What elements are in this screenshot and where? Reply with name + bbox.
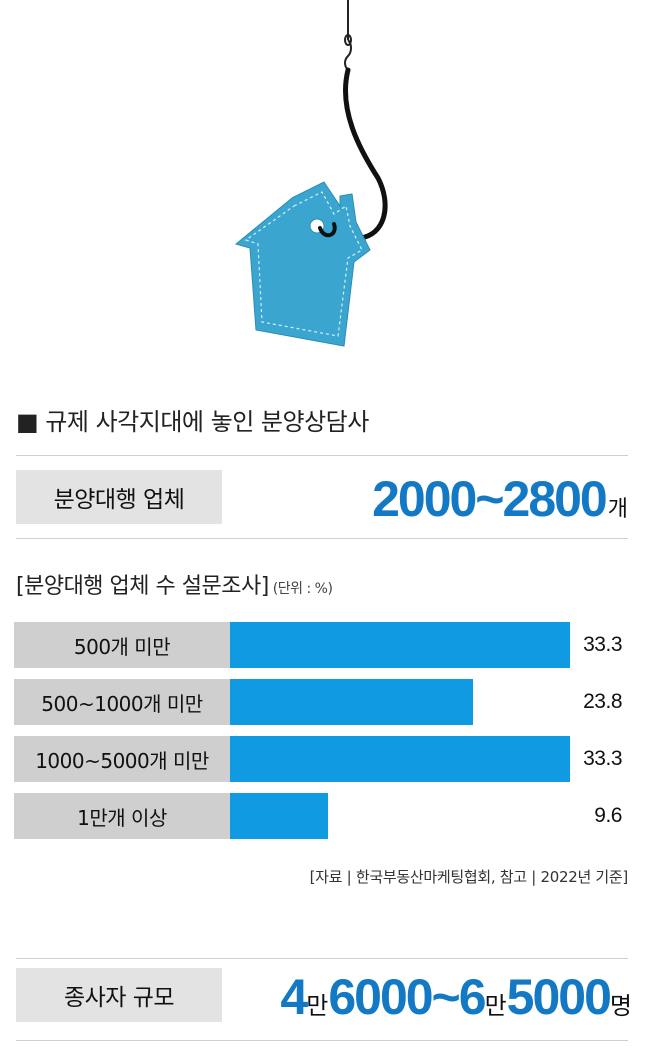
hook-house-tag-illustration: [234, 0, 388, 347]
bar-row: 500~1000개 미만 23.8: [14, 679, 634, 725]
unit-note: (단위 : %): [272, 581, 333, 597]
survey-title-text: [분양대행 업체 수 설문조사]: [16, 574, 269, 599]
bar-row: 1000~5000개 미만 33.3: [14, 736, 634, 782]
employees-part: 만: [306, 992, 329, 1020]
bar: [230, 736, 570, 782]
survey-title: [분양대행 업체 수 설문조사] (단위 : %): [16, 568, 333, 600]
bar-category-label: 1000~5000개 미만: [14, 736, 230, 782]
divider: [16, 958, 628, 959]
bar-value-label: 33.3: [583, 747, 622, 770]
agency-range-unit: 개: [607, 497, 628, 522]
divider: [16, 1040, 628, 1041]
bar-category-label: 1만개 이상: [14, 793, 230, 839]
house-tag-icon: [234, 181, 371, 347]
employees-label: 종사자 규모: [16, 968, 222, 1022]
divider: [16, 455, 628, 456]
bar-value-label: 23.8: [583, 690, 622, 713]
section-title: ■ 규제 사각지대에 놓인 분양상담사: [16, 408, 369, 436]
bar-row: 500개 미만 33.3: [14, 622, 634, 668]
agency-range-value: 2000~2800: [372, 471, 608, 527]
bar-row: 1만개 이상 9.6: [14, 793, 634, 839]
bar-value-label: 9.6: [594, 804, 622, 827]
bar-category-label: 500~1000개 미만: [14, 679, 230, 725]
bar: [230, 679, 473, 725]
source-note: [자료 | 한국부동산마케팅협회, 참고 | 2022년 기준]: [309, 868, 629, 886]
employees-range: 4 만 6000~6 만 5000 명: [280, 972, 632, 1022]
agency-label: 분양대행 업체: [16, 470, 222, 524]
bar: [230, 793, 328, 839]
employees-part: 6000~6: [328, 969, 486, 1025]
employees-part: 5000: [506, 969, 612, 1025]
employees-part: 명: [609, 992, 632, 1020]
employees-part: 4: [280, 969, 308, 1025]
bar: [230, 622, 570, 668]
bar-category-label: 500개 미만: [14, 622, 230, 668]
divider: [16, 538, 628, 539]
agency-range: 2000~2800 개: [372, 474, 628, 524]
bar-value-label: 33.3: [583, 633, 622, 656]
employees-part: 만: [484, 992, 507, 1020]
